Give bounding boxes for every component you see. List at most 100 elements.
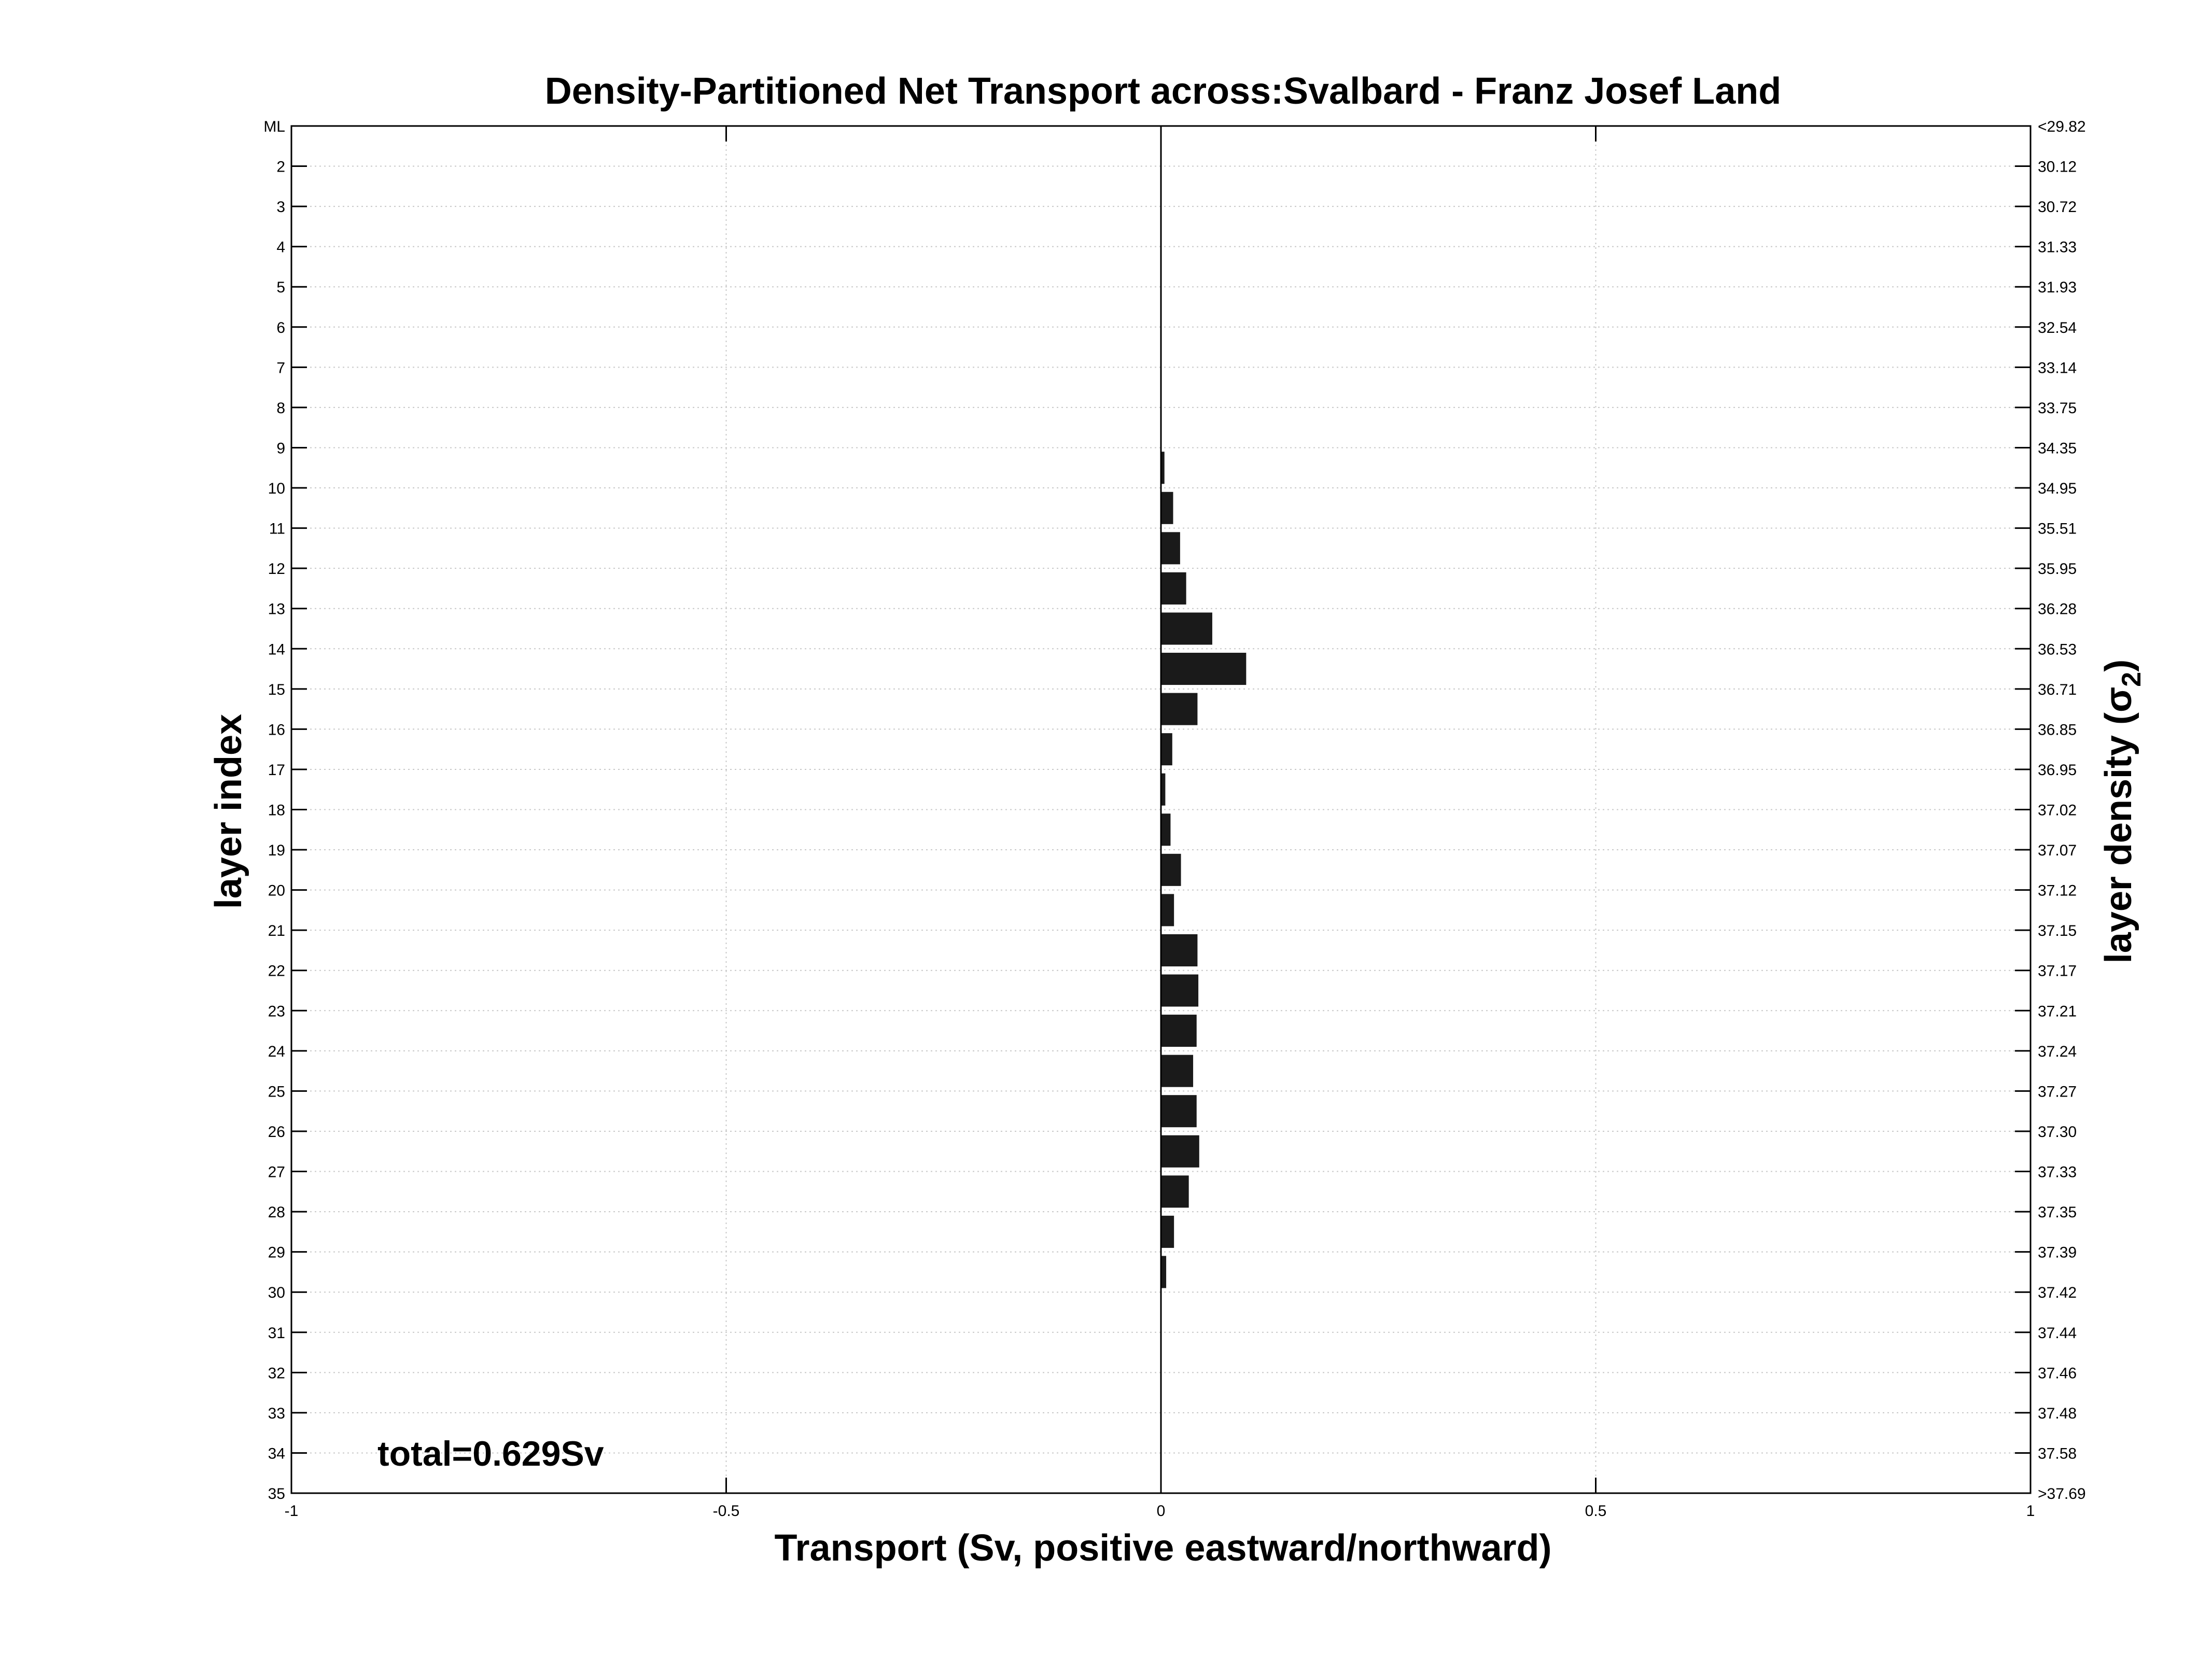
y-tick-label-right: 35.95: [2038, 560, 2077, 578]
y-tick-label-left: 15: [268, 681, 285, 698]
y-tick-label-right: 37.30: [2038, 1124, 2077, 1141]
bar: [1161, 773, 1166, 806]
y-tick-label-left: 30: [268, 1284, 285, 1301]
bar: [1161, 1095, 1197, 1128]
y-tick-label-right: 36.71: [2038, 681, 2077, 698]
y-tick-label-right: 35.51: [2038, 521, 2077, 538]
y-tick-label-right: 30.72: [2038, 199, 2077, 216]
y-tick-label-left: 4: [276, 239, 285, 256]
y-tick-label-right: 37.15: [2038, 922, 2077, 939]
y-tick-label-right: 37.24: [2038, 1043, 2077, 1060]
bar: [1161, 693, 1198, 725]
y-tick-label-left: 32: [268, 1365, 285, 1382]
y-tick-label-right: 37.33: [2038, 1164, 2077, 1181]
y-tick-label-right: <29.82: [2038, 118, 2086, 135]
y-tick-label-left: 18: [268, 802, 285, 819]
y-tick-label-left: 29: [268, 1244, 285, 1261]
bar: [1161, 1135, 1199, 1168]
y-tick-label-left: 33: [268, 1405, 285, 1422]
y-tick-label-left: 10: [268, 480, 285, 497]
y-tick-label-left: 5: [276, 279, 285, 296]
bar: [1161, 1215, 1174, 1248]
bar: [1161, 974, 1199, 1007]
y-tick-label-right: 33.14: [2038, 359, 2077, 376]
y-tick-label-left: 20: [268, 882, 285, 900]
y-tick-label-right: 37.44: [2038, 1325, 2077, 1342]
x-tick-label: 1: [2026, 1502, 2035, 1520]
chart-title: Density-Partitioned Net Transport across…: [545, 71, 1782, 112]
bar: [1161, 572, 1186, 605]
y-tick-label-right: 37.42: [2038, 1284, 2077, 1301]
y-tick-label-right: 37.17: [2038, 963, 2077, 980]
y-tick-label-left: ML: [263, 118, 285, 135]
y-tick-label-left: 9: [276, 440, 285, 457]
bar: [1161, 1055, 1194, 1087]
y-tick-label-left: 25: [268, 1083, 285, 1100]
y-tick-label-left: 12: [268, 560, 285, 578]
bars: [1161, 130, 1247, 1490]
y-tick-label-left: 14: [268, 641, 285, 658]
y-tick-label-left: 3: [276, 199, 285, 216]
y-tick-label-left: 7: [276, 359, 285, 376]
y-tick-label-right: 36.53: [2038, 641, 2077, 658]
y-tick-label-left: 17: [268, 762, 285, 779]
axes: [290, 125, 2032, 1494]
y-tick-label-right: 32.54: [2038, 319, 2077, 336]
y-tick-label-left: 2: [276, 159, 285, 176]
y-tick-label-left: 31: [268, 1325, 285, 1342]
y-tick-label-right: 37.27: [2038, 1083, 2077, 1100]
y-tick-label-left: 35: [268, 1485, 285, 1502]
y-tick-label-right: 36.95: [2038, 762, 2077, 779]
y-tick-label-right: 37.02: [2038, 802, 2077, 819]
y-tick-label-right: 37.48: [2038, 1405, 2077, 1422]
bar: [1161, 612, 1212, 645]
y-tick-label-left: 11: [269, 521, 285, 538]
y-tick-label-right: 36.85: [2038, 721, 2077, 738]
y-tick-label-right: 37.46: [2038, 1365, 2077, 1382]
y-axis-label-right: layer density (σ2): [2098, 659, 2147, 963]
y-tick-label-right: 37.35: [2038, 1204, 2077, 1221]
tick-labels: ML <29.82 2 30.12 3 30.72 4 31.33 5 31.93 6 32.54 7 3…: [263, 118, 2085, 1520]
y-axis-label-right-prefix: layer density (: [2098, 712, 2139, 963]
bar: [1161, 894, 1174, 926]
y-tick-label-left: 23: [268, 1003, 285, 1020]
y-axis-label-right-suffix: ): [2098, 659, 2139, 672]
y-tick-label-left: 8: [276, 400, 285, 417]
y-tick-label-left: 22: [268, 963, 285, 980]
y-tick-label-left: 6: [276, 319, 285, 336]
y-tick-label-right: 37.58: [2038, 1445, 2077, 1462]
bar: [1161, 492, 1173, 524]
x-axis-label: Transport (Sv, positive eastward/northwa…: [775, 1527, 1552, 1569]
bar: [1161, 1175, 1189, 1208]
y-tick-label-right: 30.12: [2038, 159, 2077, 176]
y-tick-label-left: 27: [268, 1164, 285, 1181]
y-tick-label-right: 33.75: [2038, 400, 2077, 417]
y-tick-label-left: 34: [268, 1445, 285, 1462]
x-tick-label: 0.5: [1585, 1502, 1607, 1520]
bar: [1161, 934, 1198, 966]
y-tick-label-left: 26: [268, 1124, 285, 1141]
y-tick-label-right: 31.93: [2038, 279, 2077, 296]
bar: [1161, 813, 1171, 846]
y-tick-label-left: 19: [268, 842, 285, 859]
bar: [1161, 853, 1181, 886]
x-tick-label: 0: [1157, 1502, 1166, 1520]
y-tick-label-right: 37.07: [2038, 842, 2077, 859]
y-tick-label-right: 34.35: [2038, 440, 2077, 457]
bar: [1161, 653, 1247, 685]
y-axis-label-left: layer index: [208, 714, 249, 909]
y-tick-label-right: 34.95: [2038, 480, 2077, 497]
total-annotation: total=0.629Sv: [377, 1434, 604, 1473]
sigma-symbol: σ: [2098, 687, 2139, 712]
y-tick-label-left: 28: [268, 1204, 285, 1221]
y-tick-label-right: 37.21: [2038, 1003, 2077, 1020]
bar: [1161, 1015, 1197, 1047]
y-tick-label-right: >37.69: [2038, 1485, 2086, 1502]
bar: [1161, 452, 1165, 484]
bar: [1161, 1256, 1167, 1288]
y-tick-label-right: 37.12: [2038, 882, 2077, 900]
y-tick-label-left: 24: [268, 1043, 285, 1060]
y-tick-label-left: 21: [268, 922, 285, 939]
